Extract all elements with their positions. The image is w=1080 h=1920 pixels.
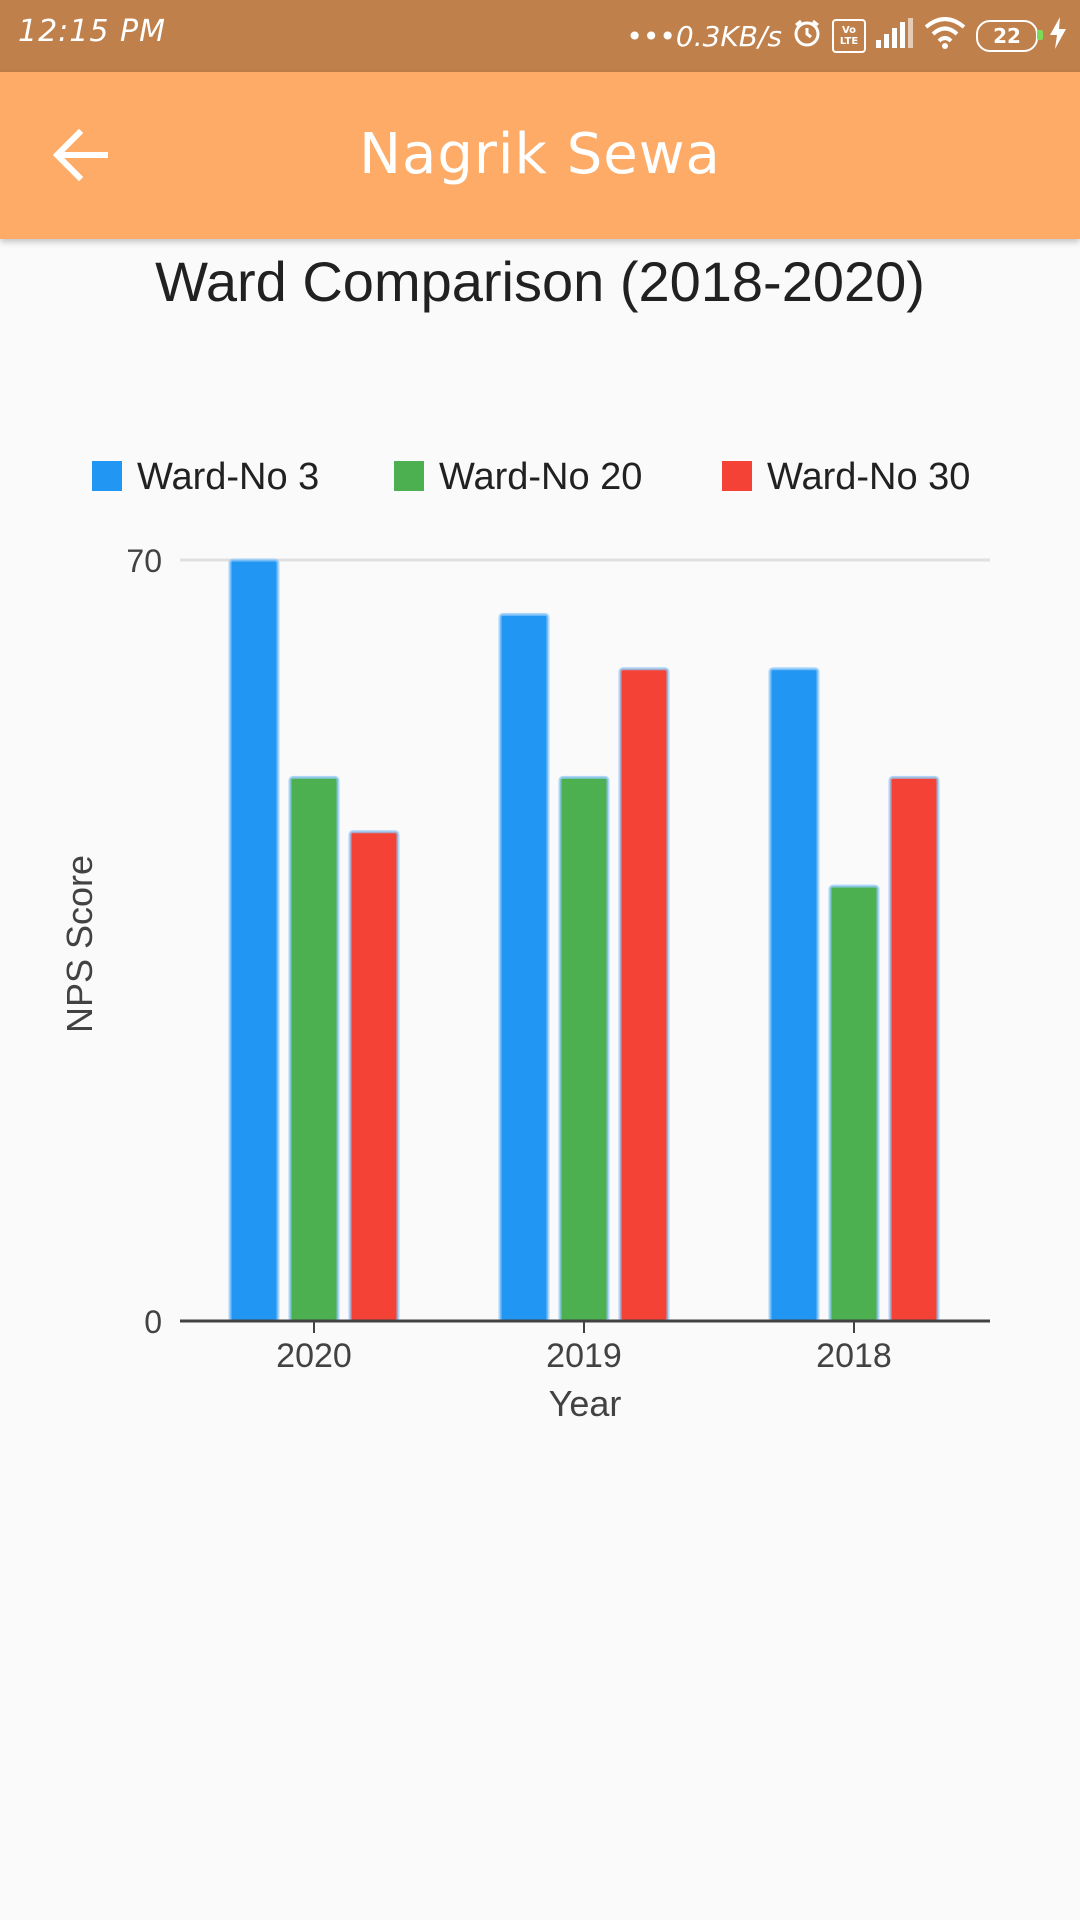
legend-swatch bbox=[722, 461, 752, 491]
x-axis-label: Year bbox=[549, 1383, 622, 1424]
y-tick-max: 70 bbox=[126, 543, 162, 579]
arrow-left-icon bbox=[53, 129, 108, 181]
volte-icon: Vo LTE bbox=[832, 19, 866, 53]
x-tick-label: 2018 bbox=[816, 1337, 892, 1375]
status-time: 12:15 PM bbox=[18, 14, 166, 49]
y-tick-min: 0 bbox=[144, 1304, 162, 1340]
app-title: Nagrik Sewa bbox=[359, 122, 721, 187]
bar bbox=[288, 775, 340, 1323]
status-icons: •••0.3KB/s Vo LTE 22 bbox=[626, 0, 1068, 72]
x-tick-label: 2020 bbox=[276, 1337, 352, 1375]
bar bbox=[888, 775, 940, 1323]
legend-label: Ward-No 3 bbox=[137, 456, 319, 498]
app-bar: Nagrik Sewa bbox=[0, 72, 1080, 239]
x-axis-ticks: 2020 2019 2018 bbox=[276, 1321, 892, 1375]
wifi-icon bbox=[924, 16, 966, 56]
bar bbox=[228, 558, 280, 1323]
chart-container: Ward Comparison (2018-2020) Ward-No 3 War… bbox=[0, 239, 1080, 1539]
charging-bolt-icon bbox=[1048, 16, 1068, 56]
bar bbox=[618, 667, 670, 1323]
chart-title: Ward Comparison (2018-2020) bbox=[155, 250, 925, 313]
chart-bars bbox=[228, 558, 940, 1323]
alarm-clock-icon bbox=[792, 18, 822, 55]
bar bbox=[828, 884, 880, 1323]
bar bbox=[768, 667, 820, 1323]
bar bbox=[558, 775, 610, 1323]
legend-label: Ward-No 30 bbox=[767, 456, 970, 498]
chart-legend: Ward-No 3 Ward-No 20 Ward-No 30 bbox=[92, 456, 970, 498]
back-button[interactable] bbox=[46, 120, 116, 190]
legend-swatch bbox=[394, 461, 424, 491]
battery-tip bbox=[1037, 30, 1043, 40]
signal-strength-icon bbox=[876, 17, 914, 55]
y-axis-label: NPS Score bbox=[59, 855, 100, 1033]
x-tick-label: 2019 bbox=[546, 1337, 622, 1375]
battery-icon: 22 bbox=[976, 20, 1043, 52]
legend-label: Ward-No 20 bbox=[439, 456, 642, 498]
status-bar: 12:15 PM •••0.3KB/s Vo LTE 22 bbox=[0, 0, 1080, 72]
legend-swatch bbox=[92, 461, 122, 491]
network-speed: •••0.3KB/s bbox=[626, 19, 782, 53]
bar bbox=[498, 612, 550, 1323]
ward-comparison-chart: Ward Comparison (2018-2020) Ward-No 3 War… bbox=[59, 250, 990, 1424]
more-dots-icon: ••• bbox=[626, 19, 676, 53]
bar bbox=[348, 830, 400, 1323]
